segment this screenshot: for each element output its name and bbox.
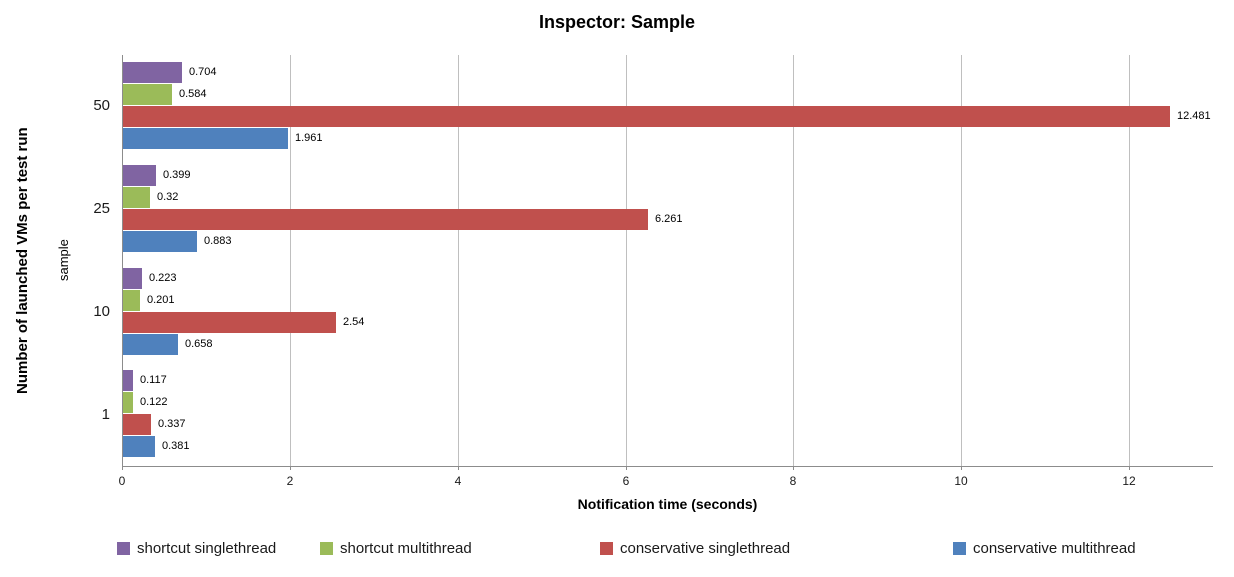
bar-shortcut-singlethread-1 (123, 370, 133, 392)
value-label: 0.704 (189, 66, 217, 78)
bar-shortcut-singlethread-50 (123, 62, 182, 83)
bar-conservative-multithread-50 (123, 128, 288, 149)
x-axis-title: Notification time (seconds) (577, 496, 758, 512)
y-axis-title: Number of launched VMs per test run (14, 127, 31, 394)
legend-item-shortcut-singlethread: shortcut singlethread (117, 540, 276, 557)
value-label: 12.481 (1177, 110, 1211, 122)
x-tick-mark (290, 466, 291, 470)
x-tick-label: 4 (454, 474, 462, 488)
bar-shortcut-multithread-10 (123, 289, 140, 311)
legend-swatch-icon (117, 542, 130, 555)
x-tick-mark (626, 466, 627, 470)
value-label: 0.122 (140, 396, 168, 409)
legend-label: conservative singlethread (620, 540, 791, 557)
x-tick-label: 0 (118, 474, 126, 488)
bar-conservative-singlethread-10 (123, 311, 336, 333)
legend-item-conservative-multithread: conservative multithread (953, 540, 1136, 557)
value-label: 0.201 (147, 293, 175, 306)
value-label: 1.961 (295, 132, 323, 144)
value-label: 2.54 (343, 315, 365, 328)
gridline (626, 55, 627, 466)
bar-conservative-multithread-1 (123, 436, 155, 458)
value-label: 0.117 (140, 374, 167, 387)
gridline (1129, 55, 1130, 466)
legend-label: conservative multithread (973, 540, 1136, 557)
x-tick-mark (458, 466, 459, 470)
x-tick-label: 8 (789, 474, 797, 488)
bar-shortcut-multithread-25 (123, 186, 150, 208)
x-tick-mark (961, 466, 962, 470)
category-label: 25 (93, 200, 110, 218)
value-label: 0.658 (185, 337, 213, 350)
chart-title: Inspector: Sample (538, 12, 696, 32)
gridline (793, 55, 794, 466)
x-tick-mark (793, 466, 794, 470)
gridline (961, 55, 962, 466)
x-tick-label: 10 (954, 474, 968, 488)
x-tick-mark (1129, 466, 1130, 470)
category-label: 1 (101, 405, 110, 423)
bar-conservative-singlethread-25 (123, 208, 648, 230)
legend-swatch-icon (953, 542, 966, 555)
value-label: 6.261 (655, 212, 683, 225)
gridline (458, 55, 459, 466)
bar-conservative-singlethread-50 (123, 106, 1170, 127)
value-label: 0.337 (158, 418, 186, 431)
bar-shortcut-multithread-1 (123, 392, 133, 414)
bar-shortcut-singlethread-25 (123, 164, 156, 186)
value-label: 0.381 (162, 440, 190, 453)
plot-area: 0 2 4 6 8 10 12 50 0.704 0.584 12.481 1.961 25 0.399 0… (93, 55, 1213, 488)
category-label: 50 (93, 97, 110, 115)
bar-shortcut-multithread-50 (123, 84, 172, 105)
x-tick-label: 6 (622, 474, 630, 488)
legend-swatch-icon (600, 542, 613, 555)
x-tick-mark (122, 466, 123, 470)
bar-conservative-multithread-10 (123, 333, 178, 355)
value-label: 0.584 (179, 88, 207, 100)
value-label: 0.883 (204, 234, 232, 247)
legend-label: shortcut singlethread (137, 540, 277, 557)
value-label: 0.32 (157, 190, 179, 203)
legend-swatch-icon (320, 542, 333, 555)
value-label: 0.399 (163, 168, 191, 181)
x-tick-label: 2 (286, 474, 294, 488)
bar-conservative-multithread-25 (123, 230, 197, 252)
category-label: 10 (93, 302, 110, 320)
gridline (290, 55, 291, 466)
value-label: 0.223 (149, 271, 177, 284)
legend-item-shortcut-multithread: shortcut multithread (320, 540, 472, 557)
bar-shortcut-singlethread-10 (123, 267, 142, 289)
x-tick-label: 12 (1122, 474, 1136, 488)
legend-label: shortcut multithread (340, 540, 472, 557)
legend-item-conservative-singlethread: conservative singlethread (600, 540, 790, 557)
bar-conservative-singlethread-1 (123, 414, 151, 436)
y-axis-line (122, 55, 123, 466)
